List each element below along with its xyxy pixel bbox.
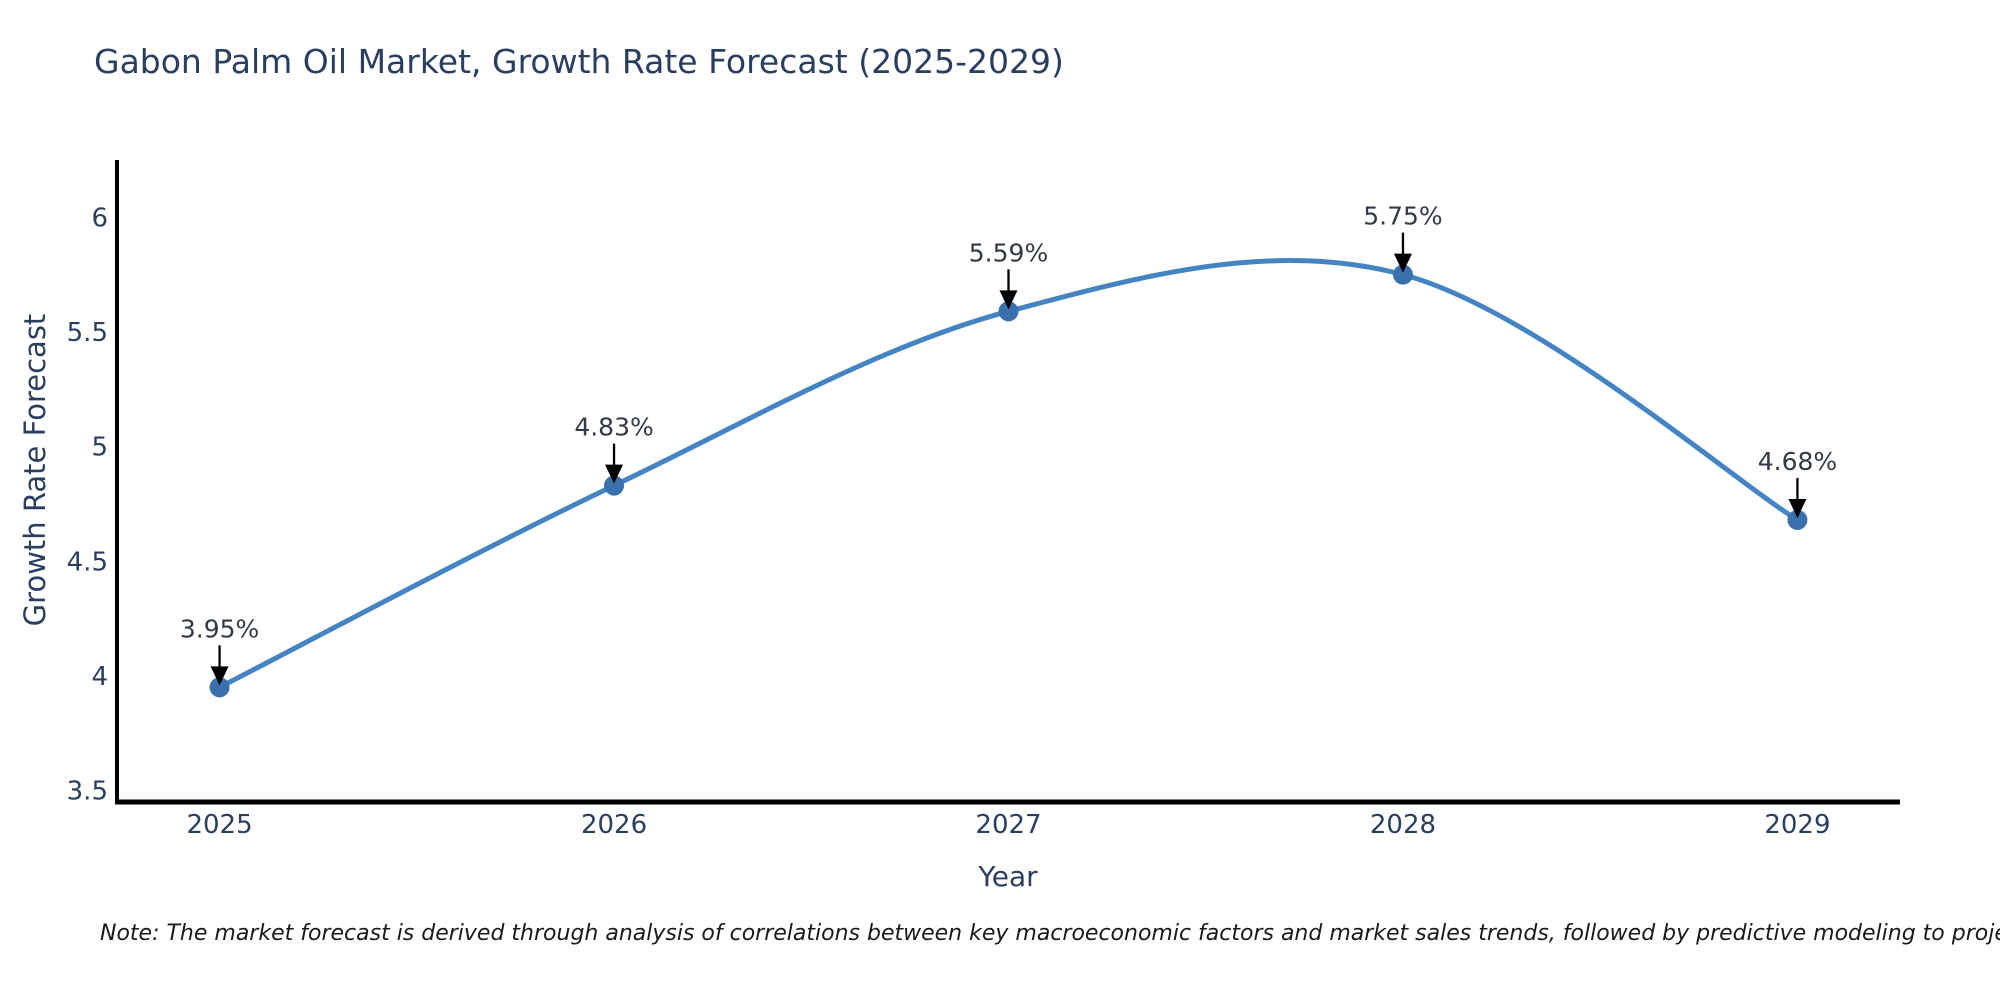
- y-tick-label: 3.5: [67, 777, 108, 807]
- data-point-label: 5.59%: [969, 238, 1048, 267]
- data-point-marker: [209, 677, 230, 698]
- annotation-arrowhead-icon: [210, 666, 229, 686]
- y-tick-label: 4: [91, 662, 108, 692]
- data-point-label: 3.95%: [180, 614, 259, 643]
- data-point-marker: [604, 475, 625, 496]
- axes: [115, 160, 1900, 805]
- chart-title: Gabon Palm Oil Market, Growth Rate Forec…: [94, 42, 1064, 81]
- annotation-arrowhead-icon: [605, 464, 624, 484]
- footnote: Note: The market forecast is derived thr…: [100, 921, 2000, 946]
- x-axis-title: Year: [978, 860, 1038, 893]
- annotation-arrowhead-icon: [1393, 253, 1412, 273]
- y-tick-label: 5.5: [67, 318, 108, 348]
- x-tick-label: 2027: [975, 810, 1041, 840]
- series-line-group: [209, 258, 1808, 698]
- data-point-label: 4.68%: [1758, 447, 1837, 476]
- annotation-arrowhead-icon: [1788, 498, 1807, 518]
- y-tick-label: 4.5: [67, 547, 108, 577]
- data-point-marker: [1392, 264, 1413, 285]
- tick-labels: 3.5 4 4.5 5 5.5 6 2025 2026 2027 2028 2029: [67, 203, 1831, 840]
- annotation-arrowhead-icon: [999, 290, 1018, 310]
- x-tick-label: 2025: [186, 810, 252, 840]
- data-point-marker: [998, 301, 1019, 322]
- data-point-label: 4.83%: [574, 413, 653, 442]
- data-point-label: 5.75%: [1363, 202, 1442, 231]
- x-tick-label: 2029: [1764, 810, 1830, 840]
- series-line: [217, 258, 1800, 690]
- x-tick-label: 2028: [1370, 810, 1436, 840]
- x-tick-label: 2026: [581, 810, 647, 840]
- y-tick-label: 5: [91, 433, 108, 463]
- data-point-marker: [1787, 509, 1808, 530]
- annotations: 3.95% 4.83% 5.59% 5.75% 4.68%: [180, 202, 1837, 686]
- y-tick-label: 6: [91, 203, 108, 233]
